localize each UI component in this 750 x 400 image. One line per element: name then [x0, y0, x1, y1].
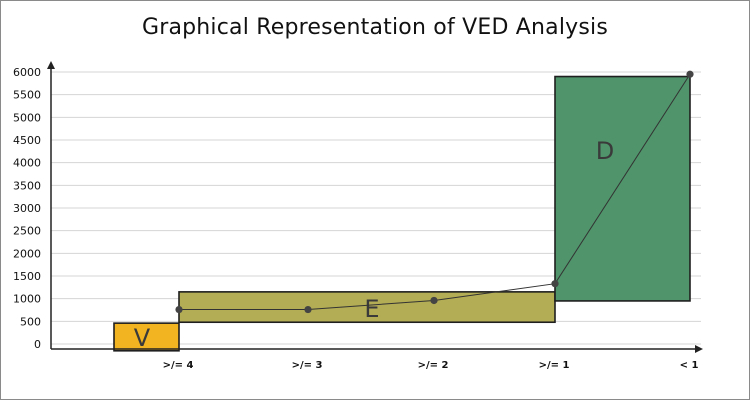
data-point	[175, 305, 183, 314]
y-tick-label: 1500	[13, 270, 41, 283]
x-tick-label: >/= 4	[163, 360, 194, 371]
chart-title: Graphical Representation of VED Analysis	[141, 15, 609, 40]
x-tick-label: >/= 2	[418, 360, 449, 371]
region-label-d: D	[596, 137, 614, 165]
region-d	[554, 75, 691, 302]
x-tick-label: < 1	[680, 360, 699, 371]
y-tick-label: 5000	[13, 111, 41, 124]
data-point	[551, 280, 559, 288]
data-point	[430, 296, 438, 305]
x-tick-label: >/= 3	[292, 360, 323, 371]
y-tick-label: 6000	[13, 66, 41, 79]
region-label-e: E	[364, 295, 379, 323]
region-e	[178, 291, 556, 324]
data-point	[304, 305, 312, 314]
x-axis-arrow	[695, 345, 703, 353]
y-tick-label: 4500	[13, 134, 41, 147]
data-point	[686, 70, 694, 78]
y-axis-arrow	[47, 61, 55, 69]
region-v	[113, 322, 180, 352]
y-tick-label: 500	[20, 315, 41, 328]
y-tick-label: 2000	[13, 247, 41, 260]
y-tick-label: 0	[34, 338, 41, 351]
y-tick-label: 1000	[13, 293, 41, 306]
y-tick-label: 3000	[13, 202, 41, 215]
y-tick-label: 4000	[13, 157, 41, 170]
region-label-v: V	[134, 324, 151, 352]
y-tick-label: 3500	[13, 179, 41, 192]
x-tick-label: >/= 1	[539, 360, 570, 371]
y-tick-label: 5500	[13, 89, 41, 102]
y-tick-label: 2500	[13, 225, 41, 238]
